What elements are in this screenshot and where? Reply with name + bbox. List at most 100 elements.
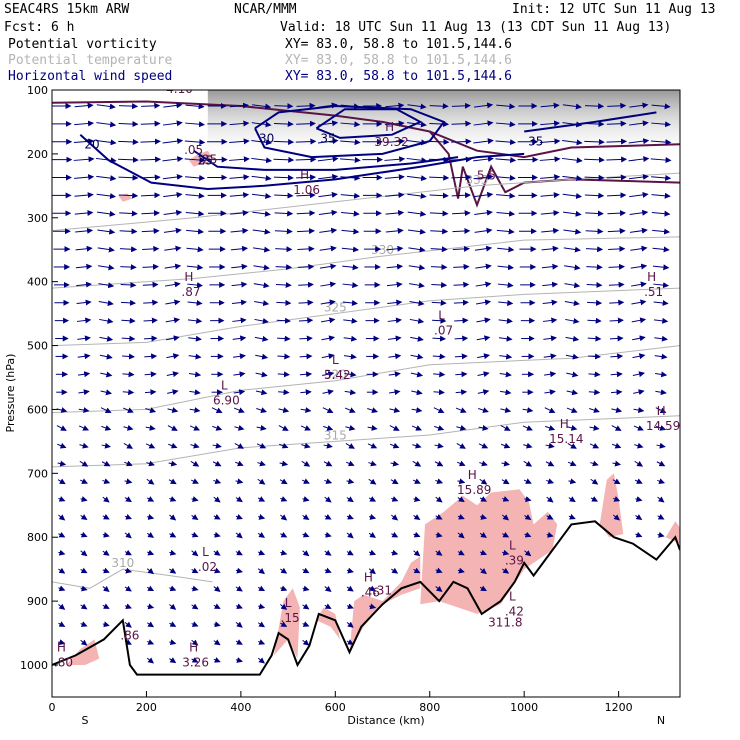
wind-vector: [473, 156, 494, 163]
wind-vector: [189, 407, 201, 414]
wind-vector: [495, 139, 517, 146]
wind-vector: [502, 531, 510, 538]
wind-vector: [213, 531, 221, 538]
wind-vector: [452, 245, 470, 252]
wind-vector: [58, 621, 66, 627]
wind-vector: [302, 585, 310, 592]
wind-vector: [118, 156, 139, 163]
wind-vector: [124, 585, 132, 592]
wind-vector: [340, 192, 361, 199]
wind-vector: [630, 245, 648, 252]
wind-vector: [257, 621, 266, 628]
wind-vector: [232, 353, 246, 360]
wind-vector: [612, 460, 622, 467]
wind-vector: [58, 567, 66, 574]
wind-vector: [434, 425, 445, 431]
wind-vector: [539, 138, 561, 145]
pv-extremum-value: 5.42: [324, 368, 351, 382]
wind-vector: [589, 442, 600, 449]
wind-vector: [656, 460, 666, 467]
wind-vector: [124, 478, 133, 485]
wind-speed-contour-label: 35: [528, 135, 543, 149]
wind-vector: [432, 335, 447, 342]
pv-contour-label: .25: [198, 152, 217, 166]
wind-vector: [99, 317, 114, 324]
wind-vector: [478, 442, 489, 449]
wind-vector: [280, 585, 288, 592]
wind-vector: [191, 514, 199, 520]
wind-vector: [476, 335, 491, 342]
wind-vector: [256, 424, 267, 431]
wind-vector: [235, 585, 243, 592]
pv-extremum-value: 15.14: [549, 432, 583, 446]
wind-vector: [74, 192, 94, 199]
wind-vector: [124, 567, 132, 574]
wind-vector: [655, 389, 667, 396]
wind-vector: [544, 389, 556, 396]
wind-vector: [542, 281, 559, 288]
wind-vector: [191, 639, 199, 646]
wind-vector: [324, 549, 332, 556]
wind-vector: [543, 353, 557, 360]
wind-vector: [235, 603, 243, 609]
wind-vector: [410, 353, 424, 360]
wind-vector: [476, 317, 491, 324]
wind-vector: [545, 425, 556, 431]
wind-vector: [233, 389, 246, 396]
wind-vector: [606, 156, 628, 163]
wind-vector: [522, 407, 534, 414]
wind-vector: [169, 585, 177, 592]
wind-vector: [342, 282, 359, 289]
wind-vector: [277, 335, 291, 342]
x-tick-label: 1200: [605, 701, 633, 714]
wind-vector: [96, 139, 117, 146]
wind-vector: [340, 157, 361, 164]
wind-vector: [317, 156, 339, 163]
wind-vector: [455, 371, 468, 378]
wind-vector: [585, 228, 604, 235]
wind-vector: [146, 657, 154, 664]
wind-vector: [653, 300, 669, 306]
y-tick-label: 100: [27, 84, 48, 97]
wind-vector: [166, 371, 179, 378]
wind-vector: [230, 209, 249, 216]
wind-vector: [186, 264, 204, 271]
wind-vector: [187, 282, 203, 289]
wind-vector: [318, 191, 338, 198]
wind-vector: [77, 371, 91, 378]
wind-vector: [630, 281, 647, 288]
wind-vector: [562, 103, 582, 110]
wind-vector: [252, 103, 272, 110]
wind-vector: [563, 228, 582, 235]
wind-vector: [318, 209, 338, 216]
wind-vector: [632, 353, 646, 360]
wind-vector: [78, 425, 90, 431]
wind-vector: [258, 603, 266, 610]
wind-vector: [231, 281, 248, 288]
wind-vector: [346, 585, 354, 592]
wind-vector: [341, 210, 360, 217]
wind-vector: [657, 531, 665, 538]
wind-vector: [296, 174, 317, 181]
wind-vector: [429, 210, 449, 217]
wind-vector: [652, 228, 671, 235]
pv-extremum-value: .07: [434, 323, 453, 337]
wind-vector: [162, 173, 183, 180]
wind-vector: [611, 407, 623, 413]
wind-vector: [255, 389, 268, 396]
pv-extremum-value: 39.32: [374, 135, 408, 149]
wind-vector: [121, 335, 136, 342]
wind-vector: [479, 585, 487, 592]
wind-vector: [390, 460, 400, 467]
wind-vector: [346, 532, 354, 539]
wind-vector: [342, 264, 359, 271]
wind-vector: [628, 173, 649, 180]
wind-vector: [184, 139, 206, 146]
wind-vector: [407, 192, 427, 199]
wind-vector: [633, 407, 645, 414]
wind-vector: [384, 174, 405, 181]
wind-vector: [456, 460, 466, 467]
wind-vector: [539, 156, 561, 163]
wind-vector: [168, 442, 178, 449]
wind-vector: [301, 442, 311, 449]
